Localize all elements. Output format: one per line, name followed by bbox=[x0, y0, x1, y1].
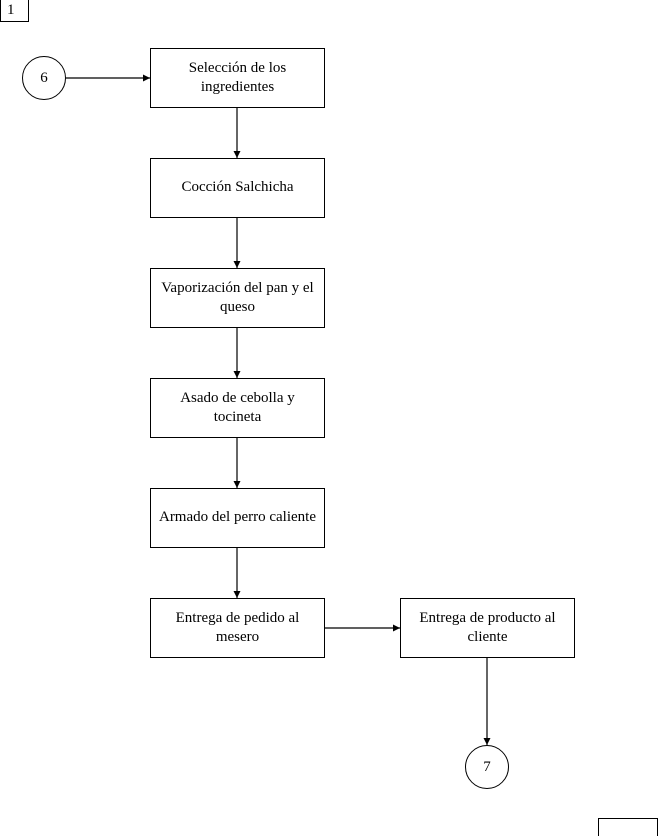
step-coccion-label: Cocción Salchicha bbox=[181, 178, 293, 198]
step-entrega-mesero-label: Entrega de pedido al mesero bbox=[155, 609, 320, 648]
connector-out-label: 7 bbox=[483, 759, 491, 776]
connector-in-label: 6 bbox=[40, 70, 48, 87]
step-asado: Asado de cebolla y tocineta bbox=[150, 378, 325, 438]
step-entrega-cliente-label: Entrega de producto al cliente bbox=[405, 609, 570, 648]
step-seleccion: Selección de los ingredientes bbox=[150, 48, 325, 108]
step-entrega-cliente: Entrega de producto al cliente bbox=[400, 598, 575, 658]
step-vaporizacion-label: Vaporización del pan y el queso bbox=[155, 279, 320, 318]
step-asado-label: Asado de cebolla y tocineta bbox=[155, 389, 320, 428]
flow-arrows bbox=[0, 0, 667, 836]
connector-in: 6 bbox=[22, 56, 66, 100]
step-armado: Armado del perro caliente bbox=[150, 488, 325, 548]
continuation-top-label: 1 bbox=[7, 2, 15, 19]
page-continuation-bottom bbox=[598, 818, 658, 836]
step-seleccion-label: Selección de los ingredientes bbox=[155, 59, 320, 98]
step-entrega-mesero: Entrega de pedido al mesero bbox=[150, 598, 325, 658]
step-armado-label: Armado del perro caliente bbox=[159, 508, 316, 528]
step-vaporizacion: Vaporización del pan y el queso bbox=[150, 268, 325, 328]
connector-out: 7 bbox=[465, 745, 509, 789]
step-coccion: Cocción Salchicha bbox=[150, 158, 325, 218]
page-continuation-top: 1 bbox=[0, 0, 29, 22]
